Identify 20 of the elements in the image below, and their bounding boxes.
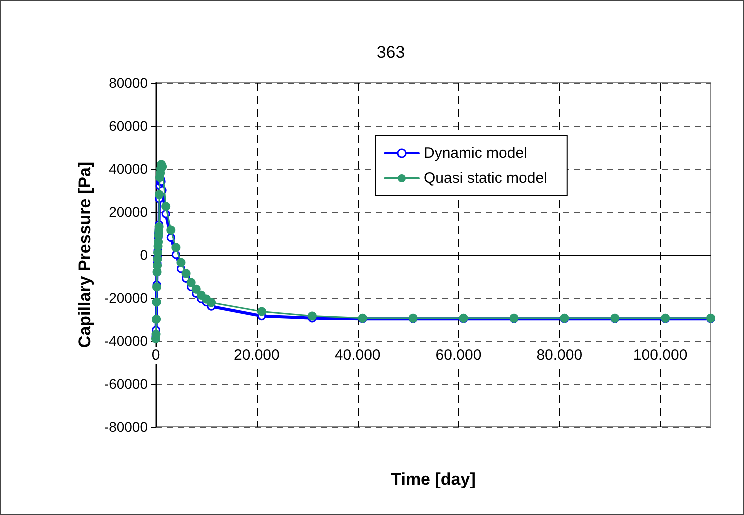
x-tick-label: 20.000: [234, 347, 280, 364]
x-tick-label: 80.000: [536, 347, 583, 364]
y-tick-label: -80000: [104, 419, 148, 435]
y-tick-label: -60000: [104, 376, 148, 392]
legend-label: Quasi static model: [424, 170, 548, 187]
x-tick-label: 60.000: [436, 347, 482, 364]
x-tick-label: 100.000: [633, 347, 688, 364]
x-axis-title: Time [day]: [391, 470, 476, 489]
y-tick-label: -20000: [104, 290, 148, 306]
y-tick-label: 0: [140, 247, 148, 263]
y-tick-label: 60000: [109, 118, 148, 134]
y-tick-label: 20000: [109, 204, 148, 220]
x-tick-label: 40.000: [334, 347, 381, 364]
y-axis-title: Capillary Pressure [Pa]: [76, 162, 95, 348]
y-tick-label: 40000: [109, 161, 148, 177]
x-tick-label: 0: [152, 347, 160, 364]
y-tick-label: -40000: [104, 333, 148, 349]
legend-label: Dynamic model: [424, 145, 528, 162]
chart-title: 363: [376, 43, 406, 62]
y-tick-label: 80000: [109, 75, 148, 91]
